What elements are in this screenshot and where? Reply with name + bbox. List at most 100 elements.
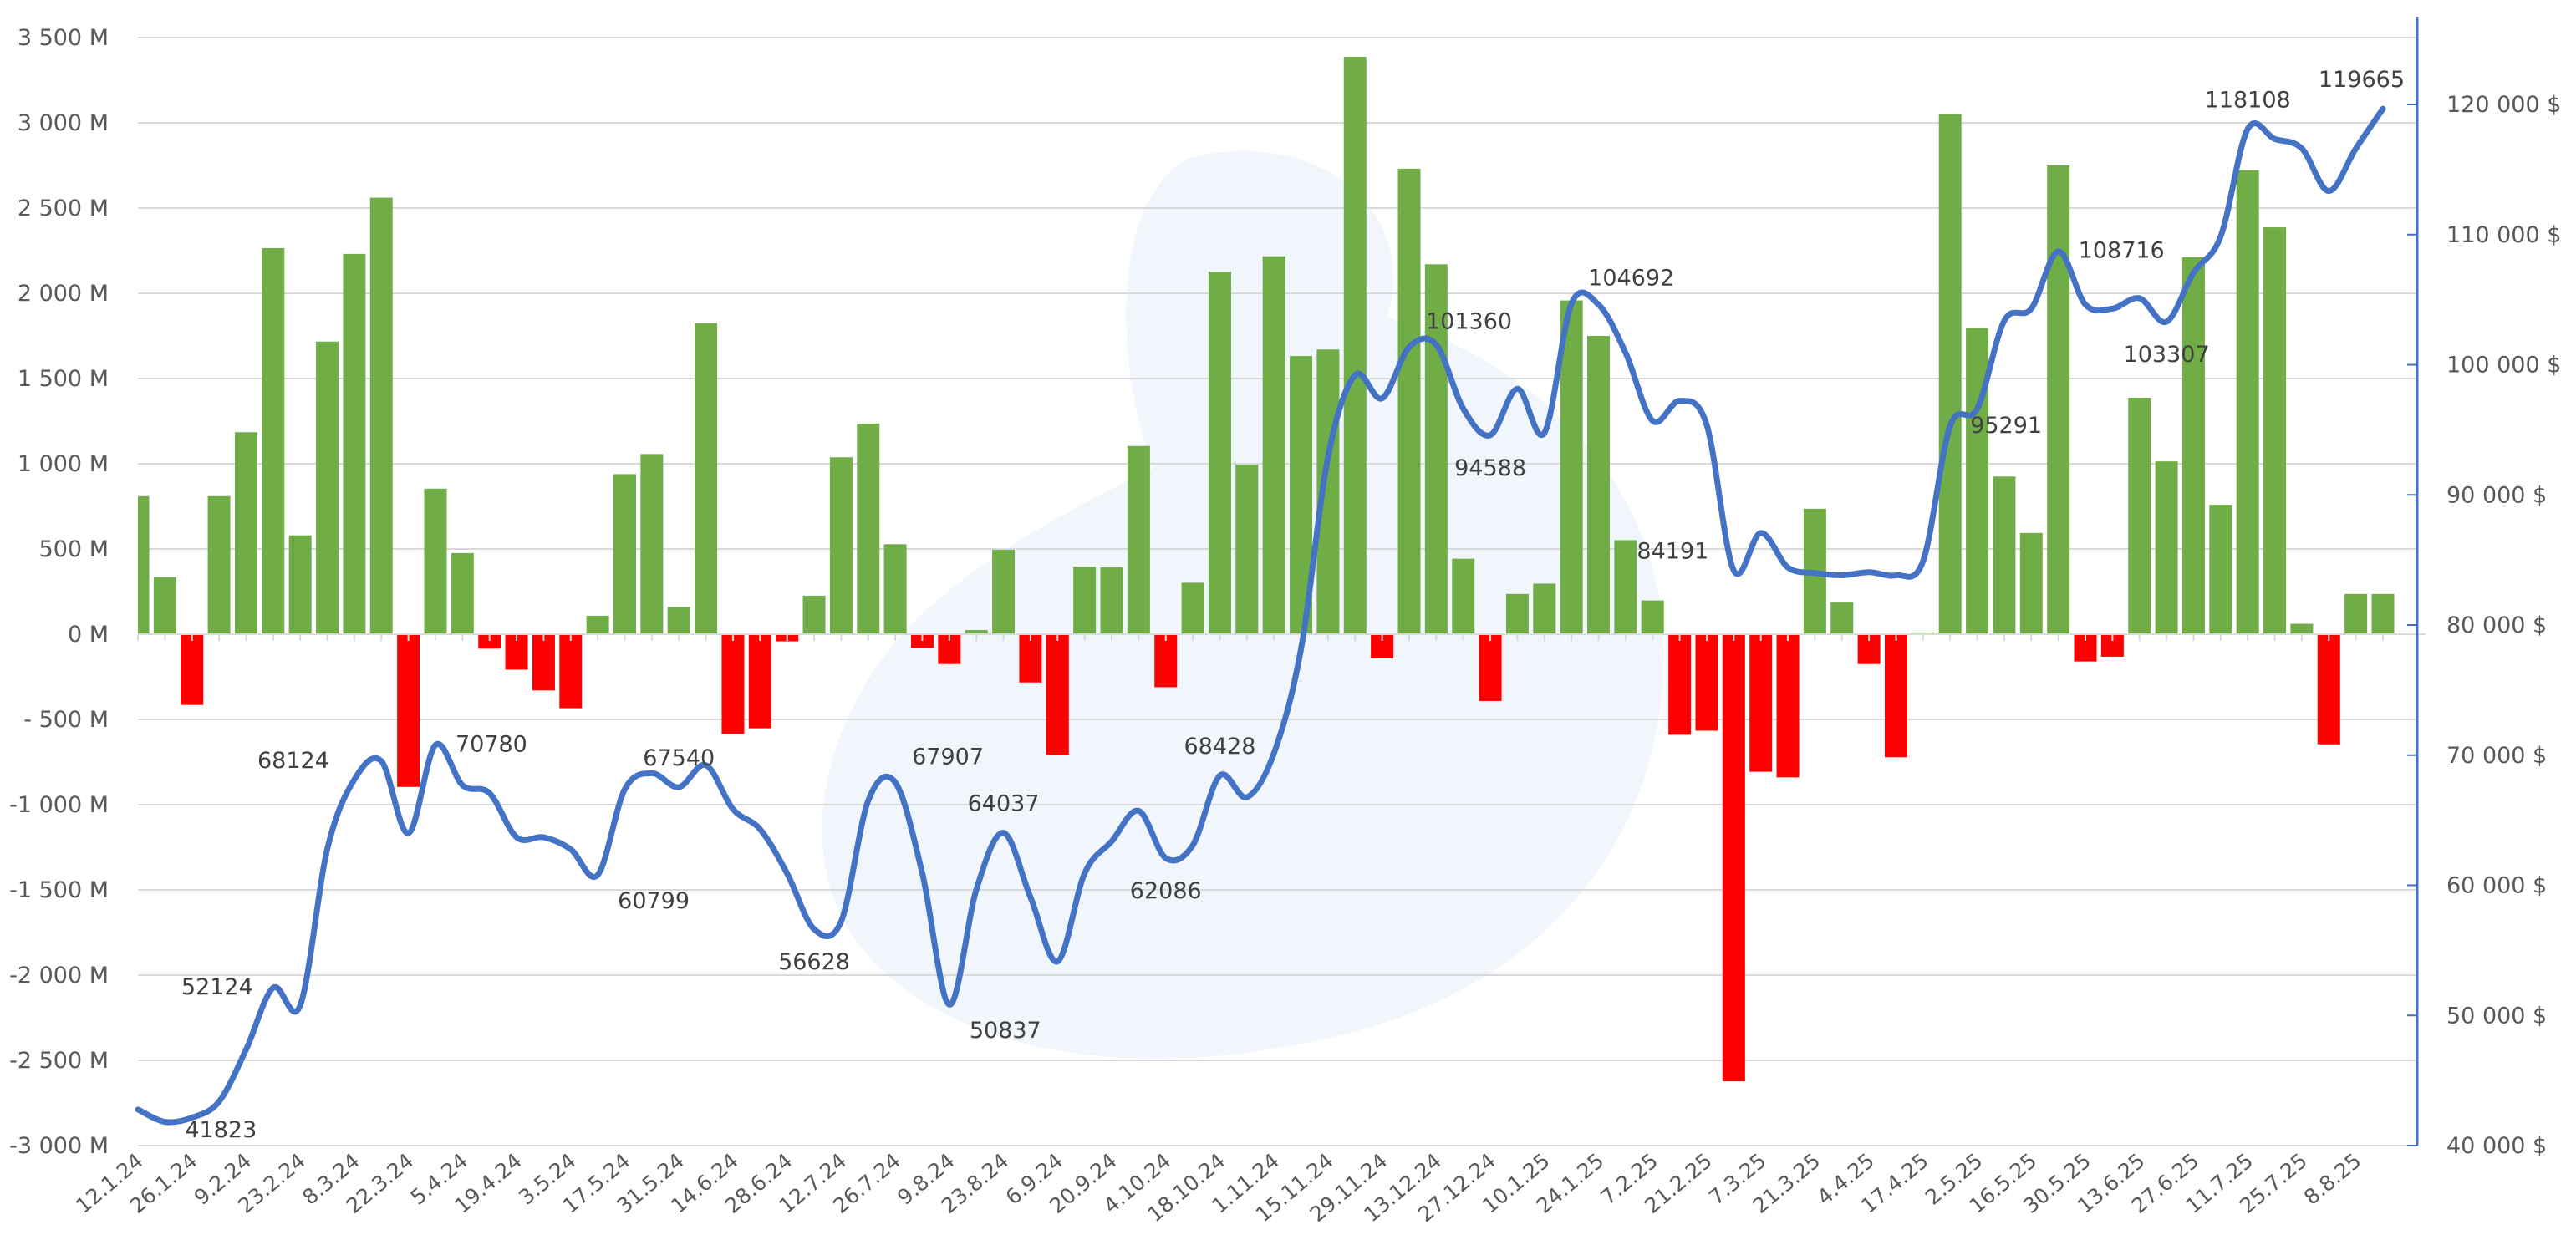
bar-positive [138,495,150,634]
price-data-label: 84191 [1637,539,1708,565]
price-data-label: 67907 [912,744,984,770]
left-axis-tick-label: -1 000 M [9,792,109,818]
left-axis-tick-label: 1 500 M [18,366,109,392]
price-data-label: 56628 [778,949,850,975]
bar-positive [153,577,176,634]
x-axis-tick-label: 8.8.25 [2299,1148,2366,1209]
bar-positive [1235,465,1259,634]
left-axis-tick-label: 3 500 M [18,25,109,51]
bar-positive [2344,593,2368,634]
bar-positive [1452,558,1475,634]
left-axis-tick-label: 0 M [68,622,109,648]
price-data-label: 101360 [1426,308,1512,334]
bar-positive [424,488,447,634]
left-axis-tick-label: -2 500 M [9,1048,109,1074]
bar-positive [2019,532,2043,634]
price-data-label: 41823 [185,1117,257,1143]
right-axis-tick-label: 50 000 $ [2446,1003,2547,1029]
data-labels: 41823 52124 68124 70780 67540 60799 56628 67907… [181,67,2405,1143]
bar-positive [2263,227,2287,634]
bar-negative [1019,634,1042,683]
bar-positive [2290,623,2314,634]
bar-negative [2317,634,2340,745]
bar-positive [1100,567,1123,634]
price-data-label: 70780 [456,732,527,758]
bar-positive [288,535,312,634]
left-axis-tick-label: -2 000 M [9,963,109,988]
left-axis-tick-label: 1 000 M [18,451,109,477]
bar-negative [1668,634,1692,735]
bar-positive [1533,583,1556,634]
left-axis-tick-label: 2 500 M [18,196,109,221]
price-data-label: 60799 [618,888,690,914]
bar-negative [1695,634,1718,731]
bar-negative [1154,634,1178,688]
bar-positive [1614,540,1637,634]
bar-negative [397,634,420,787]
price-data-label: 108716 [2079,238,2165,264]
bar-positive [883,544,907,634]
bar-positive [1073,567,1097,634]
bar-positive [2371,593,2395,634]
bar-positive [2209,505,2232,634]
bar-negative [1776,634,1800,778]
left-axis-tick-label: -3 000 M [9,1133,109,1159]
price-data-label: 50837 [970,1018,1041,1044]
bar-positive [2236,170,2259,634]
bar-negative [478,634,501,649]
price-data-label: 68428 [1184,734,1256,760]
right-axis-tick-label: 90 000 $ [2446,482,2547,508]
bar-positive [965,630,988,634]
line-series [135,105,2386,1126]
bar-positive [316,341,339,634]
price-data-label: 52124 [181,974,253,1000]
bar-positive [802,595,826,634]
bar-negative [721,634,745,734]
bar-positive [207,495,231,634]
bar-positive [1397,168,1421,635]
bar-positive [1208,272,1231,634]
price-data-label: 103307 [2124,342,2210,368]
bar-positive [262,247,285,634]
bar-negative [532,634,555,691]
right-axis-tick-label: 60 000 $ [2446,873,2547,899]
price-data-label: 104692 [1588,265,1674,291]
bar-positive [1343,57,1367,634]
bar-positive [2155,461,2178,634]
price-data-label: 62086 [1130,878,1202,904]
right-axis: 120 000 $ 110 000 $ 100 000 $ 90 000 $ 80 00… [2407,17,2561,1159]
bar-positive [343,253,366,634]
bar-positive [1560,300,1583,634]
right-axis-tick-label: 70 000 $ [2446,743,2547,769]
bar-positive [857,423,880,634]
left-axis-tick-label: -1 500 M [9,877,109,903]
bar-positive [1127,445,1150,634]
bar-positive [2181,257,2205,634]
right-axis-tick-label: 120 000 $ [2446,92,2561,118]
bar-positive [1912,632,1935,634]
price-data-label: 118108 [2205,87,2291,113]
bar-positive [829,457,853,634]
price-data-label: 94588 [1454,455,1526,481]
bar-negative [1722,634,1745,1082]
bar-positive [1641,600,1664,634]
x-axis: 12.1.2426.1.249.2.2423.2.248.3.2422.3.24… [71,1148,2365,1227]
left-axis-tick-label: 3 000 M [18,110,109,136]
bar-positive [2128,398,2151,634]
bar-positive [1966,328,1989,634]
right-axis-tick-label: 80 000 $ [2446,612,2547,638]
price-line [135,105,2386,1126]
bar-positive [1938,114,1962,635]
bar-negative [181,634,204,705]
left-axis-tick-label: - 500 M [23,707,109,733]
price-data-label: 119665 [2319,67,2405,93]
bar-negative [1479,634,1502,701]
bar-positive [1424,264,1448,634]
bar-positive [1830,602,1854,634]
bar-positive [667,607,690,634]
left-axis-tick-label: 2 000 M [18,281,109,307]
bar-positive [1587,336,1611,634]
price-data-label: 68124 [257,748,329,774]
left-axis-tick-label: 500 M [39,536,109,562]
